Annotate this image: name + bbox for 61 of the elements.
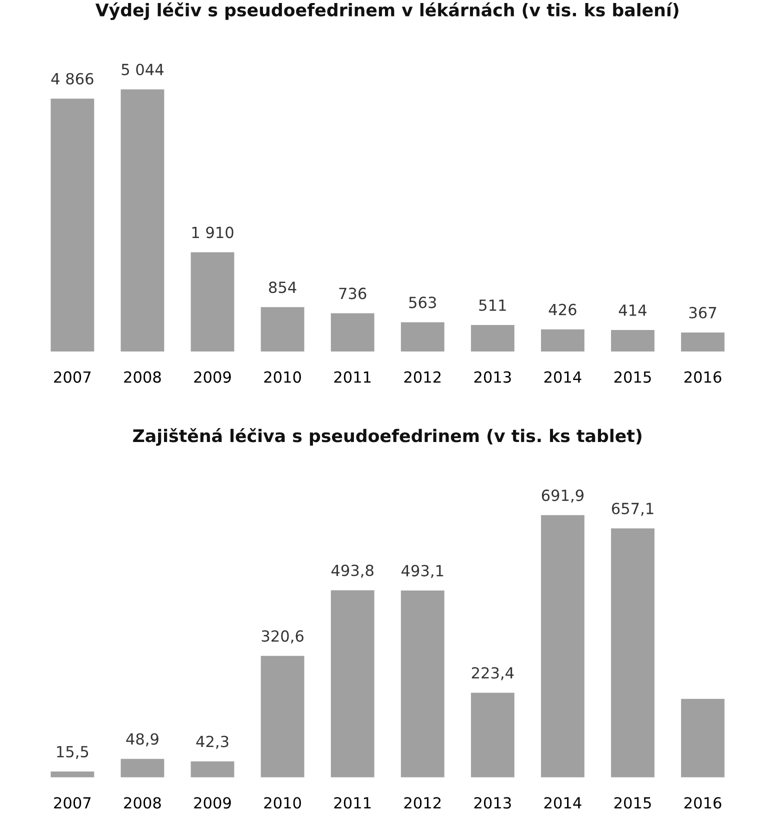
data-label: 493,1 — [402, 564, 444, 578]
bar — [400, 322, 444, 352]
data-label: 691,9 — [542, 490, 584, 503]
data-label: 48,9 — [126, 733, 158, 746]
x-tick-label: 2009 — [194, 797, 231, 809]
x-tick-label: 2010 — [264, 371, 301, 383]
data-label: 736 — [339, 288, 366, 300]
x-tick-label: 2011 — [334, 371, 371, 383]
x-tick-label: 2010 — [264, 797, 301, 809]
x-tick-label: 2012 — [404, 797, 441, 809]
x-tick-label: 2008 — [124, 797, 161, 809]
data-label: 5 044 — [122, 64, 164, 76]
bar — [470, 324, 514, 352]
bar — [260, 656, 304, 778]
data-label: 657,1 — [612, 502, 654, 516]
data-label: 493,8 — [331, 564, 374, 578]
data-label: 854 — [268, 282, 296, 294]
x-tick-label: 2014 — [544, 371, 582, 383]
bar — [120, 758, 164, 778]
x-tick-label: 2008 — [124, 371, 161, 383]
bar — [540, 515, 584, 778]
x-tick-label: 2014 — [544, 797, 582, 809]
data-label: 426 — [548, 304, 576, 316]
x-tick-label: 2013 — [474, 797, 511, 809]
bar — [260, 307, 304, 352]
x-tick-label: 2007 — [54, 797, 91, 809]
x-tick-label: 2016 — [684, 371, 722, 383]
data-label: 42,3 — [196, 736, 228, 749]
data-label: 15,5 — [57, 746, 88, 759]
bar — [190, 761, 234, 778]
bar — [681, 332, 724, 352]
chart-title: Zajištěná léčiva s pseudoefedrinem (v tis. ks tablet) — [133, 428, 642, 446]
data-label: 223,4 — [472, 667, 514, 680]
bar — [50, 772, 94, 778]
data-label: 414 — [618, 304, 646, 316]
x-tick-label: 2015 — [614, 371, 651, 383]
x-tick-label: 2013 — [474, 371, 511, 383]
data-label: 1 910 — [192, 226, 234, 238]
data-label: 563 — [409, 296, 436, 308]
bar — [190, 252, 234, 352]
bar — [330, 313, 374, 352]
x-tick-label: 2007 — [54, 371, 91, 383]
bar — [400, 590, 444, 778]
data-label: 320,6 — [262, 630, 304, 644]
bar — [50, 98, 94, 352]
bar — [330, 590, 374, 778]
data-label: 511 — [479, 300, 506, 311]
data-label: 367 — [689, 306, 716, 318]
bar — [611, 528, 654, 778]
x-tick-label: 2012 — [404, 371, 441, 383]
bar — [470, 692, 514, 778]
data-label: 4 866 — [51, 72, 94, 85]
bar — [120, 89, 164, 352]
x-tick-label: 2011 — [334, 797, 371, 809]
bar — [540, 329, 584, 352]
chart-title: Výdej léčiv s pseudoefedrinem v lékárnách (v tis. ks balení) — [95, 2, 678, 20]
bar — [611, 330, 654, 352]
x-tick-label: 2016 — [684, 797, 722, 809]
bar — [681, 698, 724, 778]
x-tick-label: 2015 — [614, 797, 651, 809]
x-tick-label: 2009 — [194, 371, 231, 383]
